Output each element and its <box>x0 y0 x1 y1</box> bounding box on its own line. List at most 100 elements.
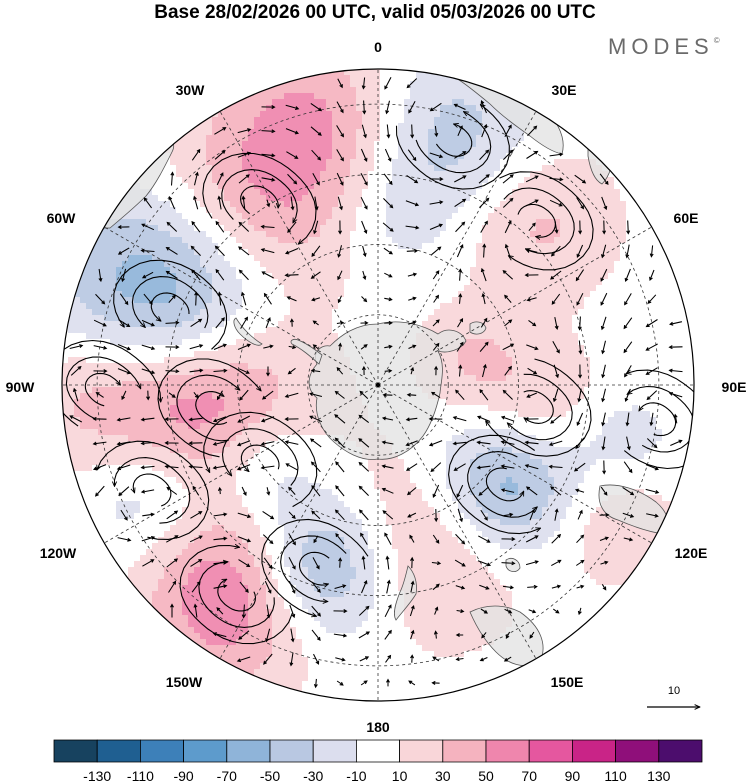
wind-vector <box>166 558 179 568</box>
colorbar-tick-label: 50 <box>478 768 494 783</box>
wind-vector <box>120 509 128 521</box>
wind-vector <box>527 125 538 137</box>
wind-vector <box>500 464 515 469</box>
colorbar-tick-label: -70 <box>217 768 237 783</box>
graticule <box>62 69 694 701</box>
lon-label-30w: 30W <box>176 82 206 98</box>
wind-vector <box>239 389 249 401</box>
wind-vector <box>286 151 299 159</box>
colorbar-swatch <box>485 739 530 763</box>
wind-vector <box>361 296 368 303</box>
wind-vector <box>117 344 132 351</box>
wind-vector <box>384 344 393 349</box>
wind-vector <box>117 225 130 230</box>
wind-vector <box>117 537 132 542</box>
wind-vector <box>409 534 415 543</box>
wind-vector <box>333 633 348 638</box>
wind-vector <box>434 365 439 376</box>
wind-vector <box>381 487 394 494</box>
wind-vector <box>215 220 225 233</box>
wind-vector <box>554 508 559 521</box>
wind-vector <box>382 510 394 520</box>
wind-vector <box>263 344 274 349</box>
wind-vector <box>288 486 296 495</box>
wind-vector <box>189 344 204 350</box>
streamline <box>517 203 556 238</box>
streamline <box>133 473 172 507</box>
wind-vector <box>239 581 249 593</box>
wind-vector <box>501 561 516 566</box>
wind-vector <box>432 656 440 662</box>
wind-vector <box>213 368 228 373</box>
wind-vector <box>288 556 296 570</box>
streamline <box>179 546 293 645</box>
wind-vector <box>454 175 467 183</box>
wind-vector <box>431 680 440 685</box>
wind-vector <box>362 245 367 258</box>
wind-vector <box>237 343 252 350</box>
wind-vector <box>310 102 323 112</box>
wind-vector <box>458 268 463 281</box>
modes-logo-text: MODES <box>608 34 714 59</box>
wind-vector <box>358 631 371 639</box>
wind-vector <box>238 630 250 640</box>
wind-vector <box>193 171 199 186</box>
map-border <box>61 68 695 702</box>
wind-vector <box>311 510 321 520</box>
wind-vector <box>383 173 393 186</box>
wind-vector <box>361 220 368 235</box>
wind-vector <box>141 223 155 231</box>
wind-vector <box>455 221 466 233</box>
wind-vector <box>384 532 392 545</box>
wind-vector <box>140 465 155 470</box>
wind-vector <box>480 267 487 282</box>
wind-vector <box>407 272 418 277</box>
wind-vector <box>337 295 342 304</box>
wind-vector <box>406 174 419 184</box>
wind-vector <box>477 560 492 567</box>
wind-vector <box>670 439 683 446</box>
wind-vector <box>602 220 607 235</box>
wind-vector <box>334 414 346 424</box>
wind-vector <box>338 342 343 351</box>
wind-vector <box>95 293 106 305</box>
streamline <box>435 124 473 157</box>
wind-vector <box>310 126 322 136</box>
wind-vector <box>600 268 608 282</box>
colorbar-tick-label: -110 <box>127 768 154 783</box>
wind-vector <box>290 196 295 211</box>
wind-vector <box>384 320 393 325</box>
wind-vector <box>551 559 562 567</box>
wind-vector <box>502 389 513 400</box>
streamline <box>485 467 525 502</box>
wind-vector <box>311 297 321 302</box>
colorbar-swatch <box>356 739 400 763</box>
streamline <box>280 535 347 602</box>
wind-vector <box>212 465 227 470</box>
wind-vector <box>528 222 536 232</box>
colorbar-swatch <box>226 739 271 763</box>
wind-vector <box>480 220 488 233</box>
wind-vector <box>578 364 583 379</box>
wind-vector <box>549 199 563 207</box>
wind-vector <box>213 512 228 517</box>
wind-vector <box>428 440 443 447</box>
wind-vector <box>430 462 442 473</box>
wind-vector <box>407 149 417 162</box>
wind-vector <box>548 440 563 447</box>
wind-streamlines <box>62 105 694 645</box>
wind-vector <box>359 656 370 662</box>
wind-vector <box>358 414 370 424</box>
wind-vector <box>309 415 323 423</box>
colorbar-swatch <box>96 739 141 763</box>
wind-vector <box>336 320 345 325</box>
wind-vector <box>502 174 514 184</box>
wind-vector <box>385 100 391 115</box>
colorbar-swatch <box>269 739 314 763</box>
wind-vector <box>142 512 155 517</box>
wind-vector <box>504 365 512 376</box>
wind-vector <box>479 584 490 590</box>
wind-vector <box>333 609 348 614</box>
map-title: Base 28/02/2026 00 UTC, valid 05/03/2026… <box>154 2 596 23</box>
